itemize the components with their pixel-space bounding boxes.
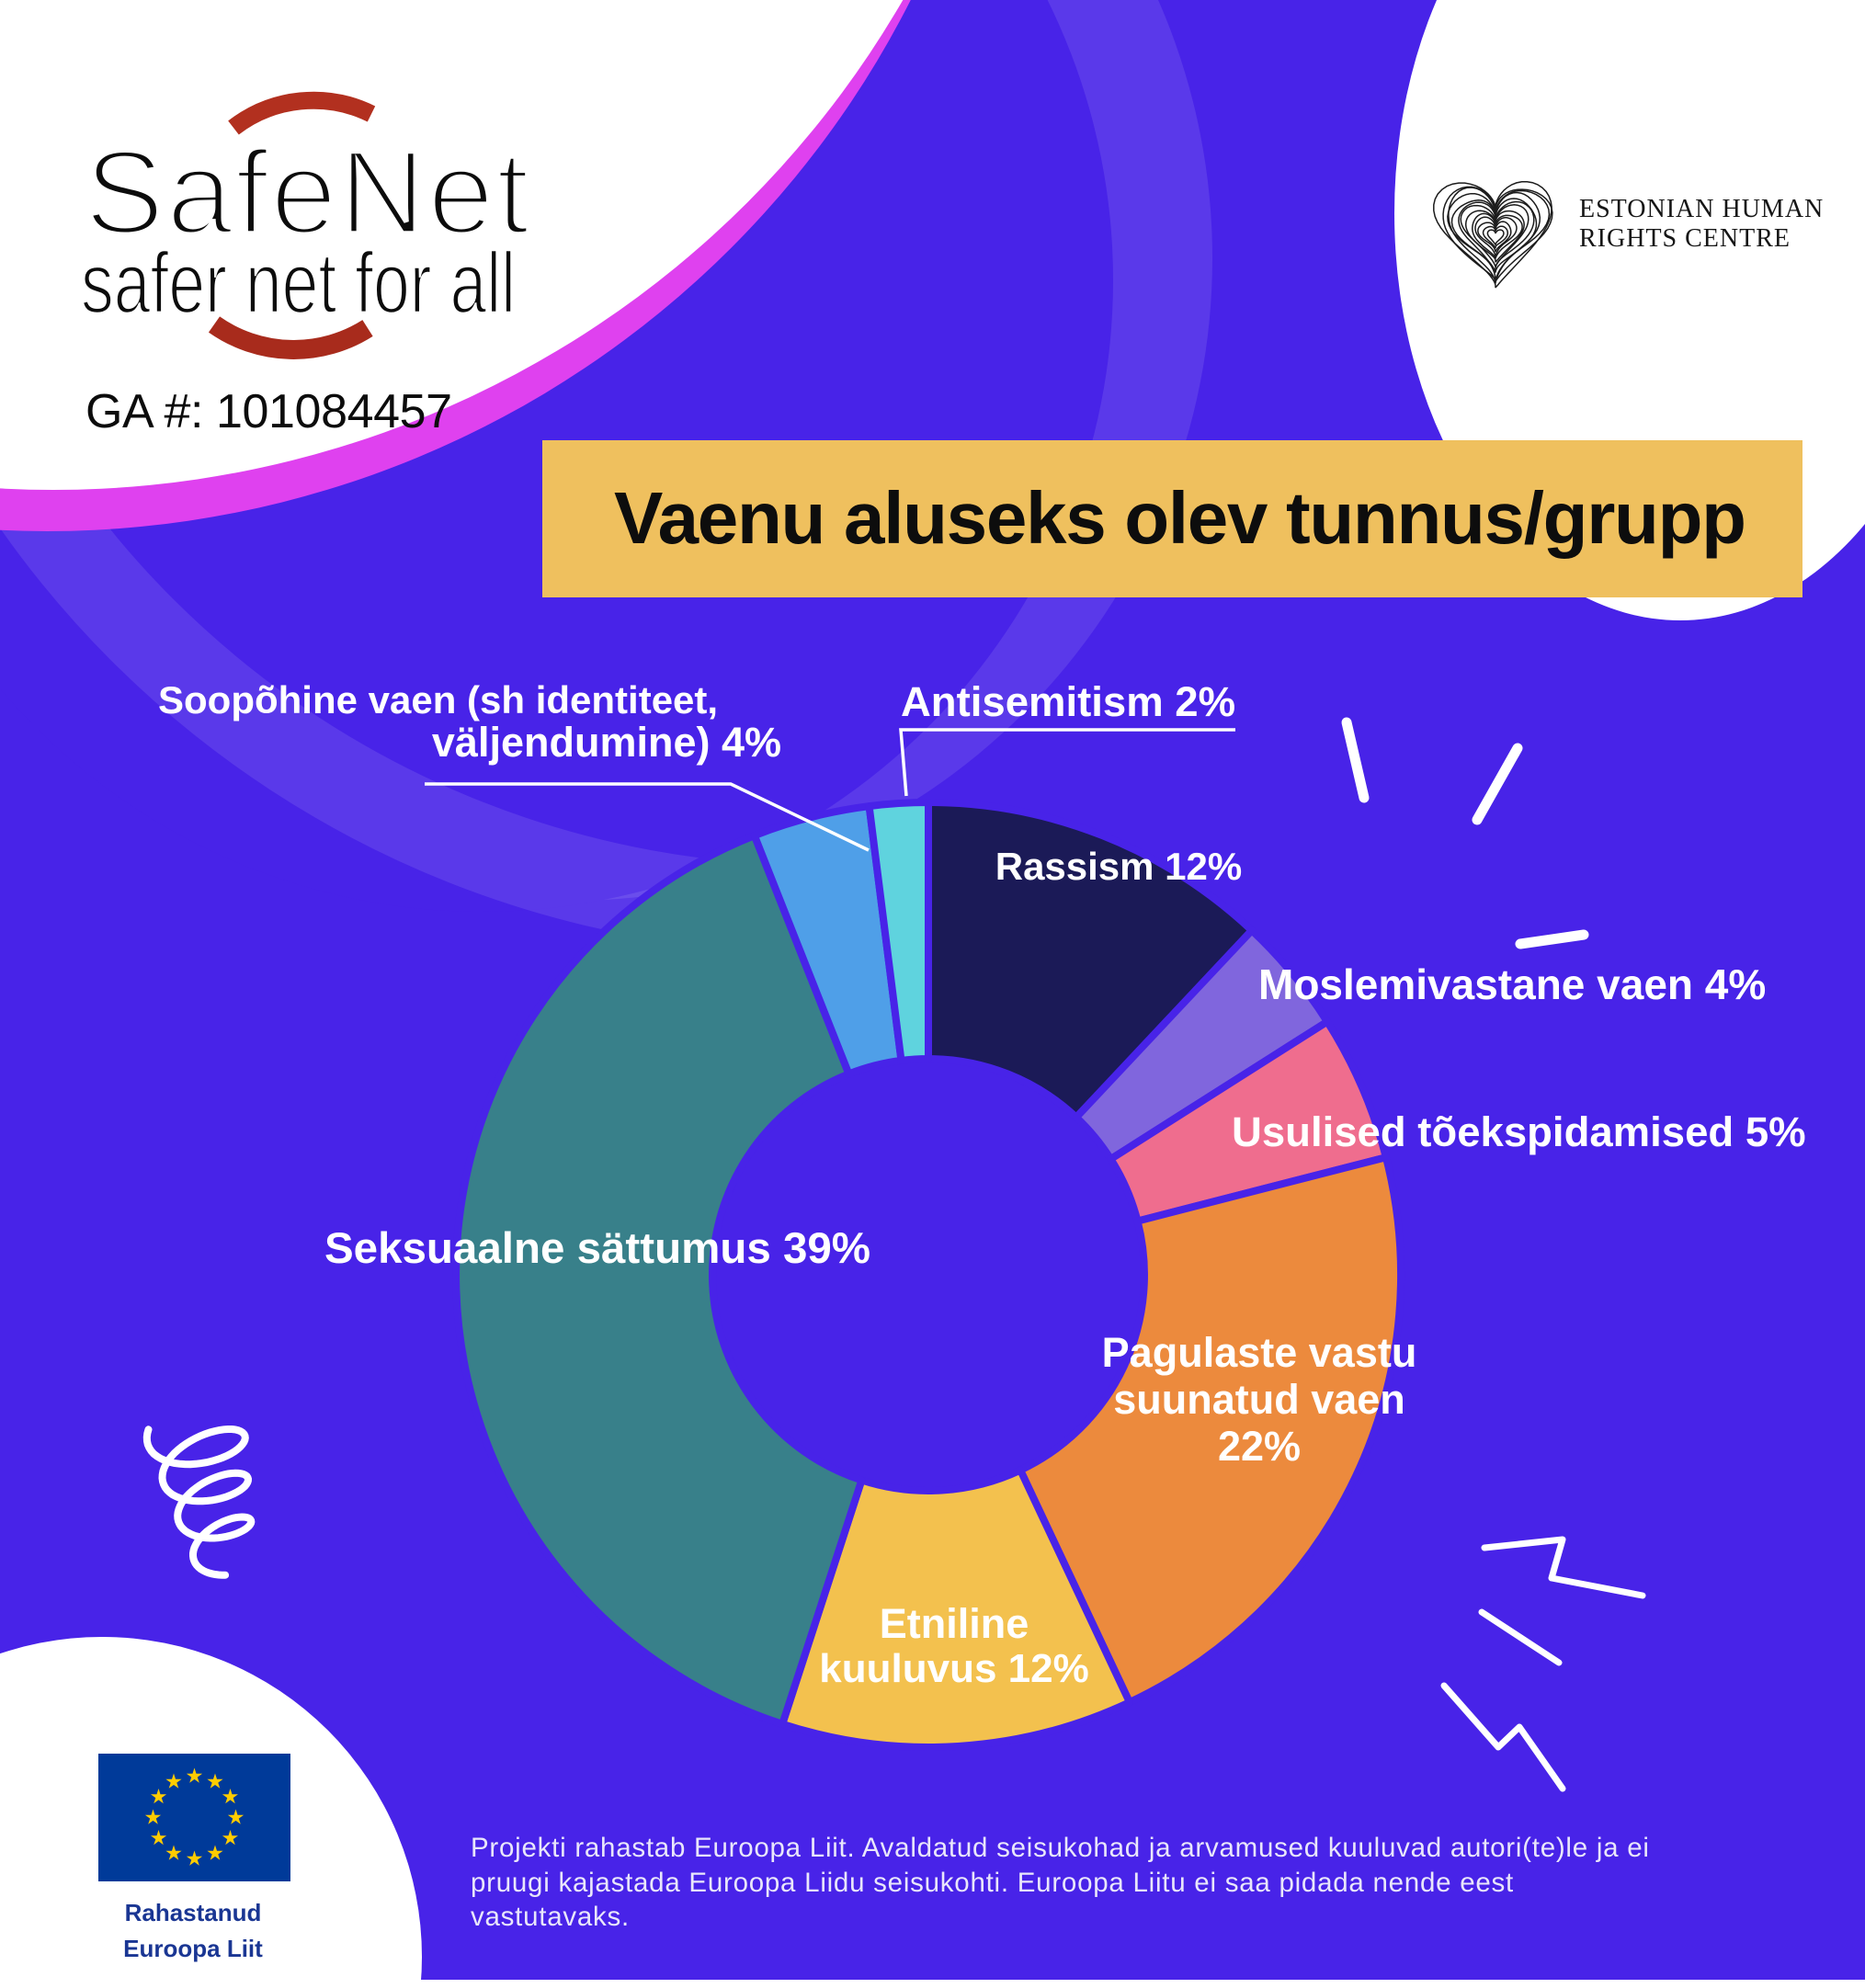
svg-text:vastutavaks.: vastutavaks. (471, 1902, 630, 1932)
svg-text:safer net for all: safer net for all (81, 234, 516, 331)
svg-text:GA #: 101084457: GA #: 101084457 (85, 385, 452, 438)
svg-text:Rassism 12%: Rassism 12% (995, 845, 1243, 888)
svg-text:Rahastanud: Rahastanud (125, 1899, 262, 1926)
svg-text:Projekti rahastab Euroopa Liit: Projekti rahastab Euroopa Liit. Avaldatu… (471, 1833, 1650, 1863)
svg-text:kuuluvus 12%: kuuluvus 12% (819, 1646, 1088, 1691)
svg-text:22%: 22% (1218, 1423, 1301, 1470)
svg-text:suunatud vaen: suunatud vaen (1113, 1376, 1405, 1423)
svg-text:RIGHTS CENTRE: RIGHTS CENTRE (1579, 224, 1791, 253)
svg-text:Etniline: Etniline (880, 1600, 1029, 1647)
svg-text:SafeNet: SafeNet (85, 125, 529, 259)
svg-text:Soopõhine vaen (sh identiteet,: Soopõhine vaen (sh identiteet, (158, 678, 718, 721)
svg-text:väljendumine) 4%: väljendumine) 4% (432, 719, 781, 766)
svg-text:Moslemivastane vaen 4%: Moslemivastane vaen 4% (1258, 960, 1766, 1008)
svg-text:Seksuaalne sättumus 39%: Seksuaalne sättumus 39% (324, 1224, 870, 1273)
svg-text:Usulised tõekspidamised 5%: Usulised tõekspidamised 5% (1232, 1108, 1806, 1155)
svg-text:Euroopa Liit: Euroopa Liit (123, 1935, 263, 1962)
svg-text:ESTONIAN HUMAN: ESTONIAN HUMAN (1579, 195, 1824, 223)
svg-text:pruugi kajastada Euroopa Liidu: pruugi kajastada Euroopa Liidu seisukoht… (471, 1868, 1514, 1898)
svg-text:Vaenu aluseks olev tunnus/grup: Vaenu aluseks olev tunnus/grupp (614, 477, 1746, 559)
svg-text:Pagulaste vastu: Pagulaste vastu (1102, 1329, 1417, 1376)
svg-text:Antisemitism 2%: Antisemitism 2% (901, 678, 1235, 725)
